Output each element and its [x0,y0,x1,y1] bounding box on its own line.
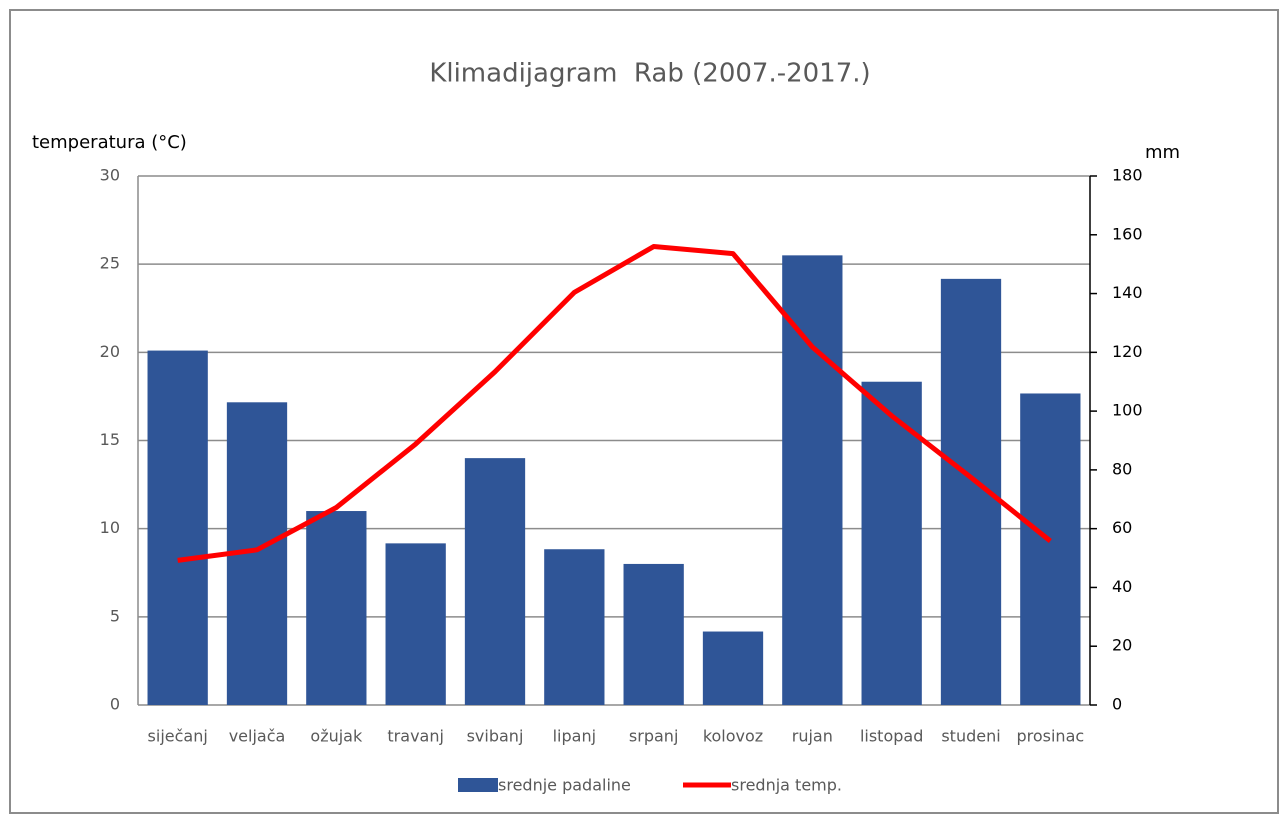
x-tick-label: listopad [860,727,923,746]
x-tick-label: studeni [941,727,1000,746]
legend-label: srednje padaline [498,776,631,795]
y-tick-label: 30 [100,166,120,185]
x-tick-label: veljača [229,727,286,746]
bar [385,543,446,705]
line [177,244,1052,563]
y2-tick-label: 60 [1112,518,1132,537]
legend-label: srednja temp. [731,776,842,795]
x-tick-label: siječanj [148,727,208,746]
y-axis-label: temperatura (°C) [32,132,187,153]
x-tick-label: srpanj [629,727,678,746]
bar [1020,393,1081,705]
bar [464,458,526,705]
y-tick-label: 0 [110,695,120,714]
x-tick-label: rujan [792,727,833,746]
bar [782,255,843,705]
y2-tick-label: 180 [1112,166,1143,185]
y2-axis-label: mm [1145,142,1180,163]
x-tick-label: svibanj [467,727,524,746]
bar [623,563,684,705]
y2-tick-label: 0 [1112,695,1122,714]
bar [861,381,922,705]
y2-tick-label: 140 [1112,283,1143,302]
y-tick-label: 10 [100,518,120,537]
y2-tick-label: 20 [1112,636,1132,655]
y2-tick-label: 100 [1112,401,1143,420]
chart-title: Klimadijagram Rab (2007.-2017.) [429,59,870,89]
bar [147,350,208,705]
bar [702,631,764,705]
y-tick-label: 25 [100,254,120,273]
x-tick-label: ožujak [310,727,363,746]
y2-tick-label: 120 [1112,342,1143,361]
y-tick-label: 15 [100,430,120,449]
y2-tick-label: 160 [1112,224,1143,243]
y2-tick-label: 40 [1112,577,1132,596]
y-tick-label: 20 [100,342,120,361]
x-tick-label: kolovoz [703,727,763,746]
x-tick-label: travanj [387,727,444,746]
x-tick-label: lipanj [553,727,596,746]
y-tick-label: 5 [110,606,120,625]
bar [544,549,605,705]
y2-tick-label: 80 [1112,459,1132,478]
x-tick-label: prosinac [1016,727,1084,746]
legend-swatch [458,778,498,792]
bar [306,511,367,705]
